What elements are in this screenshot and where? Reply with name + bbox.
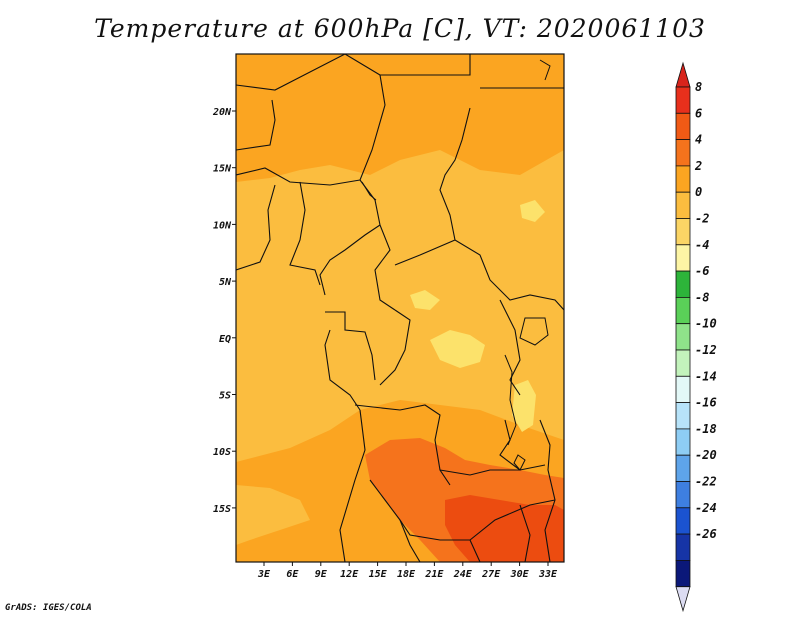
colorbar-swatch <box>675 507 691 535</box>
lon-tick-label: 15E <box>369 569 388 580</box>
field-cool-1 <box>430 330 485 368</box>
colorbar-label: -4 <box>695 238 709 252</box>
colorbar-label: 6 <box>695 106 702 120</box>
colorbar-swatch <box>675 375 691 403</box>
lon-tick-label: 33E <box>538 569 558 580</box>
lon-tick-label: 9E <box>315 569 328 580</box>
colorbar-swatch <box>675 165 691 193</box>
colorbar-swatch <box>675 560 691 588</box>
field-cool-2 <box>512 380 536 432</box>
field-warm-north <box>236 54 564 182</box>
lat-tick-label: 15S <box>213 504 231 515</box>
colorbar-swatch <box>675 139 691 167</box>
colorbar-label: -16 <box>695 396 717 410</box>
latitude-axis: 20N 15N 10N 5N EQ 5S 10S 15S <box>212 107 236 515</box>
lon-tick-label: 3E <box>257 569 271 580</box>
colorbar-swatch <box>675 218 691 246</box>
colorbar-label: 4 <box>695 133 702 147</box>
colorbar-swatch <box>675 454 691 482</box>
lakes <box>361 59 551 471</box>
map-title: Temperature at 600hPa [C], VT: 202006110… <box>94 14 706 43</box>
lon-tick-label: 27E <box>481 569 501 580</box>
colorbar-swatch <box>675 533 691 561</box>
colorbar-label: -20 <box>695 448 717 462</box>
lat-tick-label: 5N <box>219 277 232 288</box>
colorbar-label: -12 <box>695 343 717 357</box>
colorbar-label: -24 <box>695 501 717 515</box>
lat-tick-label: 10N <box>213 220 232 231</box>
field-west-cool <box>236 485 310 545</box>
grads-credit: GrADS: IGES/COLA <box>5 603 92 613</box>
field-cool-3 <box>410 290 440 310</box>
colorbar-swatch <box>675 428 691 456</box>
colorbar-label: 8 <box>695 80 702 94</box>
colorbar-label: -18 <box>695 422 717 436</box>
colorbar-label: -22 <box>695 475 717 489</box>
lon-tick-label: 24E <box>453 569 473 580</box>
lat-tick-label: 5S <box>219 391 231 402</box>
field-cool-4 <box>520 200 545 222</box>
colorbar-label: -6 <box>695 264 709 278</box>
lat-tick-label: EQ <box>219 334 231 345</box>
colorbar: 8 6 4 2 0 -2 -4 -6 -8 -10 -12 -14 -16 -18 -20 -22 -24 -26 <box>675 61 717 613</box>
colorbar-label: -2 <box>695 212 709 226</box>
colorbar-label: -10 <box>695 317 717 331</box>
lon-tick-label: 12E <box>340 569 359 580</box>
colorbar-bottom-arrow <box>675 586 691 613</box>
lat-tick-label: 15N <box>213 164 232 175</box>
lat-tick-label: 10S <box>213 447 231 458</box>
colorbar-swatch <box>675 270 691 298</box>
lon-tick-label: 30E <box>510 569 530 580</box>
lon-tick-label: 18E <box>397 569 416 580</box>
colorbar-swatch <box>675 481 691 509</box>
country-borders <box>236 54 564 562</box>
colorbar-swatch <box>675 244 691 272</box>
colorbar-swatch <box>675 402 691 430</box>
map-frame <box>235 53 565 563</box>
colorbar-swatch <box>675 296 691 325</box>
colorbar-label: 2 <box>694 159 702 173</box>
colorbar-top-arrow <box>675 61 691 88</box>
longitude-axis: 3E 6E 9E 12E 15E 18E 21E 24E 27E 30E 33E <box>257 562 558 580</box>
colorbar-swatch <box>675 323 691 351</box>
lon-tick-label: 21E <box>424 569 444 580</box>
field-hottest <box>445 495 564 562</box>
lat-tick-label: 20N <box>212 107 232 118</box>
colorbar-swatch <box>675 191 691 219</box>
colorbar-label: -8 <box>695 290 709 304</box>
colorbar-swatch <box>675 349 691 377</box>
colorbar-swatch <box>675 112 691 141</box>
colorbar-swatch <box>675 86 691 114</box>
temperature-field <box>236 54 564 562</box>
colorbar-label: 0 <box>695 185 702 199</box>
colorbar-label: -26 <box>695 527 717 541</box>
lon-tick-label: 6E <box>286 569 299 580</box>
colorbar-label: -14 <box>695 369 717 383</box>
